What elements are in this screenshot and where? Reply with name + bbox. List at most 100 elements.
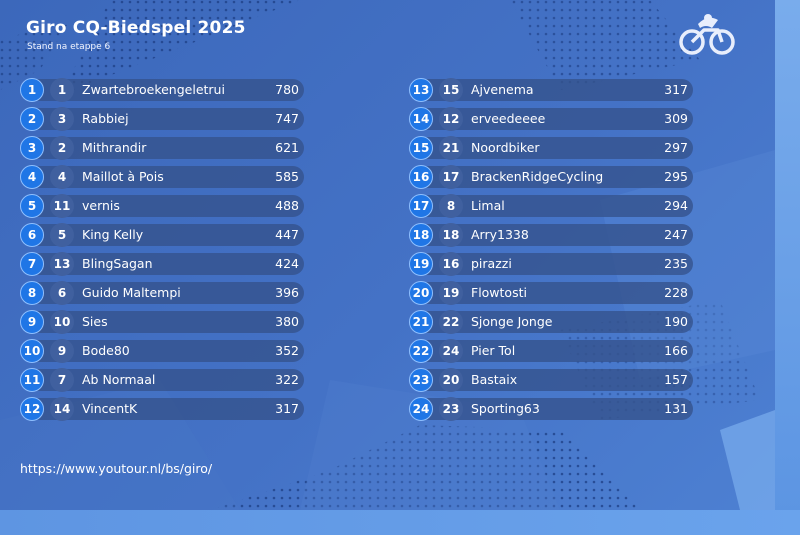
standings-row: 23 20 Bastaix 157 <box>409 368 694 397</box>
rank-badge: 11 <box>20 368 44 392</box>
standings-row: 13 15 Ajvenema 317 <box>409 78 694 107</box>
row-bar <box>28 398 304 420</box>
player-name: BlingSagan <box>82 256 153 271</box>
row-bar <box>28 282 304 304</box>
player-points: 228 <box>664 285 688 300</box>
row-bar <box>417 79 693 101</box>
standings-row: 17 8 Limal 294 <box>409 194 694 223</box>
previous-rank-badge: 23 <box>439 397 463 421</box>
standings-column-left: 1 1 Zwartebroekengeletrui 780 2 3 Rabbiej 747 3 2… <box>20 78 305 426</box>
row-bar <box>28 369 304 391</box>
previous-rank-badge: 22 <box>439 310 463 334</box>
standings-row: 15 21 Noordbiker 297 <box>409 136 694 165</box>
player-points: 235 <box>664 256 688 271</box>
standings-row: 16 17 BrackenRidgeCycling 295 <box>409 165 694 194</box>
player-name: Flowtosti <box>471 285 527 300</box>
standings-row: 2 3 Rabbiej 747 <box>20 107 305 136</box>
rank-badge: 20 <box>409 281 433 305</box>
player-name: Maillot à Pois <box>82 169 164 184</box>
page-subtitle: Stand na etappe 6 <box>27 42 111 52</box>
rank-badge: 22 <box>409 339 433 363</box>
row-bar <box>417 253 693 275</box>
player-name: BrackenRidgeCycling <box>471 169 604 184</box>
player-points: 190 <box>664 314 688 329</box>
row-bar <box>417 166 693 188</box>
player-points: 747 <box>275 111 299 126</box>
rank-badge: 17 <box>409 194 433 218</box>
player-name: Sporting63 <box>471 401 540 416</box>
row-bar <box>28 137 304 159</box>
player-points: 380 <box>275 314 299 329</box>
standings-row: 6 5 King Kelly 447 <box>20 223 305 252</box>
row-bar <box>28 166 304 188</box>
player-points: 396 <box>275 285 299 300</box>
standings-row: 4 4 Maillot à Pois 585 <box>20 165 305 194</box>
rank-badge: 19 <box>409 252 433 276</box>
previous-rank-badge: 16 <box>439 252 463 276</box>
player-name: Mithrandir <box>82 140 147 155</box>
player-points: 295 <box>664 169 688 184</box>
previous-rank-badge: 15 <box>439 78 463 102</box>
previous-rank-badge: 6 <box>50 281 74 305</box>
player-points: 247 <box>664 227 688 242</box>
row-bar <box>28 340 304 362</box>
rank-badge: 10 <box>20 339 44 363</box>
decorative-right-strip <box>775 0 800 535</box>
row-bar <box>28 311 304 333</box>
previous-rank-badge: 9 <box>50 339 74 363</box>
player-points: 585 <box>275 169 299 184</box>
player-points: 780 <box>275 82 299 97</box>
rank-badge: 12 <box>20 397 44 421</box>
rank-badge: 24 <box>409 397 433 421</box>
row-bar <box>28 79 304 101</box>
previous-rank-badge: 21 <box>439 136 463 160</box>
previous-rank-badge: 12 <box>439 107 463 131</box>
previous-rank-badge: 19 <box>439 281 463 305</box>
standings-row: 22 24 Pier Tol 166 <box>409 339 694 368</box>
player-points: 157 <box>664 372 688 387</box>
previous-rank-badge: 18 <box>439 223 463 247</box>
previous-rank-badge: 5 <box>50 223 74 247</box>
player-name: pirazzi <box>471 256 512 271</box>
player-name: Sjonge Jonge <box>471 314 553 329</box>
standings-row: 14 12 erveedeeee 309 <box>409 107 694 136</box>
standings-row: 21 22 Sjonge Jonge 190 <box>409 310 694 339</box>
rank-badge: 2 <box>20 107 44 131</box>
player-points: 352 <box>275 343 299 358</box>
player-name: Guido Maltempi <box>82 285 181 300</box>
previous-rank-badge: 14 <box>50 397 74 421</box>
player-name: Arry1338 <box>471 227 529 242</box>
footer-url: https://www.youtour.nl/bs/giro/ <box>20 461 213 476</box>
row-bar <box>417 398 693 420</box>
decorative-bottom-strip <box>0 510 800 535</box>
player-points: 488 <box>275 198 299 213</box>
rank-badge: 15 <box>409 136 433 160</box>
player-points: 317 <box>275 401 299 416</box>
player-name: Ab Normaal <box>82 372 156 387</box>
rank-badge: 13 <box>409 78 433 102</box>
player-name: Bode80 <box>82 343 130 358</box>
player-points: 424 <box>275 256 299 271</box>
player-name: vernis <box>82 198 120 213</box>
previous-rank-badge: 8 <box>439 194 463 218</box>
rank-badge: 1 <box>20 78 44 102</box>
rank-badge: 18 <box>409 223 433 247</box>
standings-row: 19 16 pirazzi 235 <box>409 252 694 281</box>
rank-badge: 8 <box>20 281 44 305</box>
row-bar <box>417 311 693 333</box>
previous-rank-badge: 24 <box>439 339 463 363</box>
previous-rank-badge: 13 <box>50 252 74 276</box>
row-bar <box>417 340 693 362</box>
player-points: 309 <box>664 111 688 126</box>
standings-panel: Giro CQ-Biedspel 2025 Stand na etappe 6 … <box>0 0 775 510</box>
previous-rank-badge: 20 <box>439 368 463 392</box>
row-bar <box>28 224 304 246</box>
player-points: 297 <box>664 140 688 155</box>
rank-badge: 3 <box>20 136 44 160</box>
previous-rank-badge: 2 <box>50 136 74 160</box>
row-bar <box>417 224 693 246</box>
standings-row: 11 7 Ab Normaal 322 <box>20 368 305 397</box>
row-bar <box>28 253 304 275</box>
rank-badge: 9 <box>20 310 44 334</box>
rank-badge: 4 <box>20 165 44 189</box>
